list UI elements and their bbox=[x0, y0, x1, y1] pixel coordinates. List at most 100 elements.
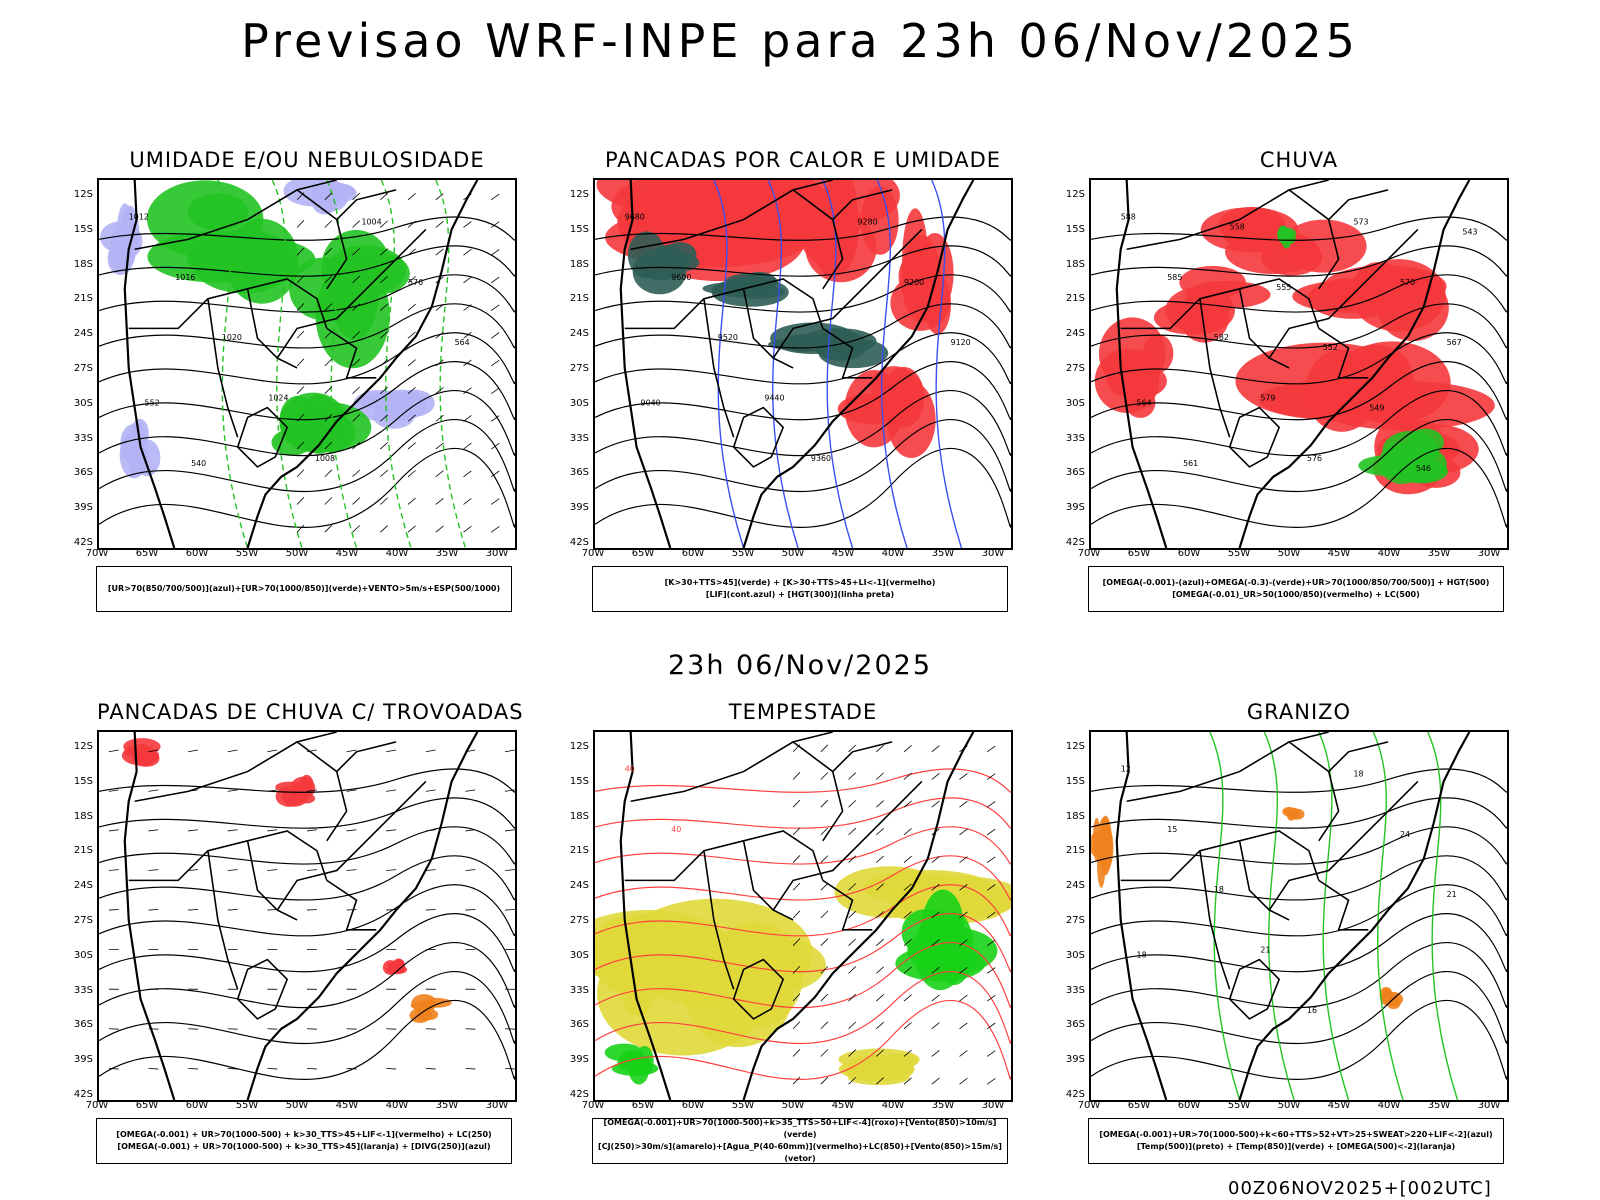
contour-label: 573 bbox=[1353, 218, 1368, 227]
panel-title-granizo: GRANIZO bbox=[1246, 700, 1352, 724]
wind-arrow bbox=[792, 910, 801, 919]
shaded-area bbox=[121, 745, 160, 766]
shaded-area bbox=[844, 370, 904, 448]
shaded-area bbox=[880, 1053, 918, 1070]
wind-arrow bbox=[986, 967, 996, 974]
wind-arrow bbox=[931, 1077, 940, 1085]
contour-label: 570 bbox=[1400, 278, 1415, 287]
wind-arrow bbox=[435, 248, 444, 256]
lat-tick-label: 15S bbox=[569, 223, 589, 235]
wind-arrow bbox=[425, 829, 436, 832]
shaded-area bbox=[1098, 824, 1114, 872]
legend-box-pancadas-calor: [K>30+TTS>45](verde) + [K>30+TTS>45+LI<-… bbox=[592, 566, 1008, 612]
lat-tick-label: 27S bbox=[569, 363, 589, 374]
wind-arrow bbox=[463, 221, 472, 228]
legend-line: [OMEGA(-0.01)_UR>50(1000/850)(vermelho) … bbox=[1172, 590, 1420, 599]
wind-arrow bbox=[490, 276, 500, 284]
lat-tick-label: 42S bbox=[569, 537, 589, 548]
contour-label: 1016 bbox=[175, 273, 195, 282]
wind-arrow bbox=[324, 331, 333, 339]
contour-label: 552 bbox=[145, 399, 160, 408]
wind-arrow bbox=[380, 525, 388, 533]
wind-arrow bbox=[903, 938, 912, 946]
wind-arrow bbox=[267, 1067, 278, 1070]
wind-arrow bbox=[296, 386, 305, 394]
contour-label: 24 bbox=[1400, 830, 1410, 839]
wind-arrow bbox=[463, 498, 472, 505]
lat-tick-label: 30S bbox=[569, 397, 589, 409]
wind-arrow bbox=[986, 801, 996, 808]
wind-arrow bbox=[425, 789, 436, 792]
country-borders bbox=[128, 180, 427, 468]
lat-tick-label: 33S bbox=[1065, 984, 1085, 996]
lon-tick-label: 60W bbox=[185, 1100, 209, 1111]
contour-line bbox=[595, 826, 1011, 865]
wind-arrow bbox=[986, 745, 996, 753]
contour-line bbox=[1091, 1000, 1507, 1080]
lat-tick-label: 30S bbox=[73, 949, 93, 961]
lon-tick-label: 30W bbox=[981, 1100, 1005, 1111]
lon-tick-label: 55W bbox=[235, 548, 259, 559]
wind-arrow bbox=[876, 966, 884, 974]
wind-arrow bbox=[490, 221, 500, 228]
wind-arrow bbox=[352, 414, 361, 422]
lon-tick-label: 40W bbox=[1377, 1100, 1401, 1111]
map-canvas: 12 15 18 21 16 18 24 21 18 bbox=[1091, 732, 1507, 1100]
wind-arrow bbox=[435, 304, 444, 311]
wind-arrow bbox=[876, 800, 884, 808]
lat-tick-label: 30S bbox=[73, 397, 93, 409]
wind-arrow bbox=[296, 330, 305, 339]
wind-arrow bbox=[148, 789, 159, 792]
legend-box-granizo: [OMEGA(-0.001)+UR>70(1000-500)+k<60+TTS>… bbox=[1088, 1118, 1504, 1164]
contour-line bbox=[1372, 732, 1404, 1100]
wind-arrow bbox=[324, 220, 333, 228]
contour-line bbox=[595, 361, 1011, 421]
shaded-area bbox=[604, 1043, 644, 1062]
lat-tick-label: 24S bbox=[569, 880, 589, 892]
contour-layer bbox=[1091, 732, 1507, 1100]
contour-line bbox=[595, 971, 1011, 1044]
wind-arrow bbox=[848, 1077, 857, 1085]
contour-label: 564 bbox=[455, 338, 470, 347]
contour-line bbox=[271, 180, 303, 548]
wind-arrow bbox=[463, 248, 472, 256]
contour-label: 18 bbox=[1214, 885, 1224, 894]
legend-box-tempestade: [OMEGA(-0.001)+UR>70(1000-500)+k>35_TTS>… bbox=[592, 1118, 1008, 1164]
main-title: Previsao WRF-INPE para 23h 06/Nov/2025 bbox=[241, 14, 1359, 68]
wind-arrow bbox=[306, 789, 317, 792]
lon-tick-label: 55W bbox=[1227, 548, 1251, 559]
wind-arrow bbox=[188, 829, 199, 832]
contour-line bbox=[595, 797, 1011, 829]
wind-arrow bbox=[505, 869, 515, 871]
lat-tick-label: 24S bbox=[73, 880, 93, 892]
wind-arrow bbox=[296, 469, 305, 478]
wind-arrow bbox=[931, 966, 940, 974]
wind-arrow bbox=[306, 909, 317, 911]
wind-arrow bbox=[848, 910, 857, 919]
lon-tick-label: 40W bbox=[385, 1100, 409, 1111]
wind-arrow bbox=[346, 789, 357, 792]
contour-label: 9200 bbox=[904, 278, 924, 287]
contour-line bbox=[99, 1000, 515, 1080]
wind-arrow bbox=[188, 869, 199, 871]
contour-label: 1024 bbox=[268, 394, 288, 403]
wind-arrow bbox=[931, 800, 940, 808]
contour-line bbox=[595, 768, 1011, 793]
wind-arrow bbox=[296, 441, 305, 450]
lon-tick-label: 70W bbox=[85, 1100, 109, 1111]
lon-tick-label: 45W bbox=[335, 548, 359, 559]
lat-tick-label: 39S bbox=[1065, 502, 1085, 514]
wind-arrow bbox=[490, 498, 500, 505]
map-panel-umidade: 1012 1016 1020 1024 1008 1004 576 564 552 540 bbox=[97, 178, 517, 550]
lon-tick-label: 35W bbox=[1427, 548, 1451, 559]
contour-label: 9680 bbox=[625, 213, 645, 222]
wind-arrow bbox=[267, 789, 278, 792]
lat-tick-label: 15S bbox=[1065, 223, 1085, 235]
wind-arrow bbox=[227, 749, 238, 753]
wind-arrow bbox=[267, 869, 278, 871]
coastline bbox=[1115, 180, 1471, 548]
wind-arrow bbox=[903, 966, 912, 974]
lat-tick-label: 12S bbox=[569, 189, 589, 200]
wind-arrow bbox=[876, 1049, 884, 1057]
wind-arrow bbox=[324, 303, 333, 311]
